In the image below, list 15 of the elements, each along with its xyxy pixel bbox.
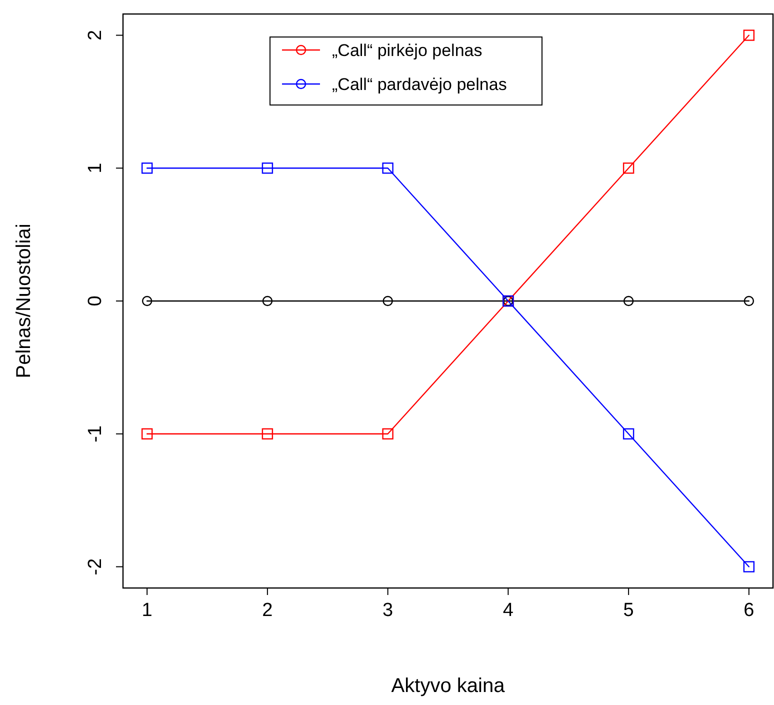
x-tick-label: 1 <box>142 600 152 621</box>
legend-label: „Call“ pardavėjo pelnas <box>332 75 507 94</box>
y-axis-title: Pelnas/Nuostoliai <box>13 224 35 378</box>
x-tick-label: 5 <box>623 600 634 621</box>
y-tick-label: 1 <box>85 162 106 174</box>
x-axis-title: Aktyvo kaina <box>391 675 506 697</box>
y-tick-label: 2 <box>85 30 106 41</box>
y-tick-label: -2 <box>85 558 106 576</box>
x-tick-label: 3 <box>382 600 394 621</box>
x-tick-label: 4 <box>502 600 514 621</box>
y-tick-label: -1 <box>85 425 106 442</box>
x-tick-label: 6 <box>744 600 754 621</box>
legend-label: „Call“ pirkėjo pelnas <box>332 41 482 60</box>
x-tick-label: 2 <box>262 600 273 621</box>
y-tick-label: 0 <box>85 296 106 306</box>
